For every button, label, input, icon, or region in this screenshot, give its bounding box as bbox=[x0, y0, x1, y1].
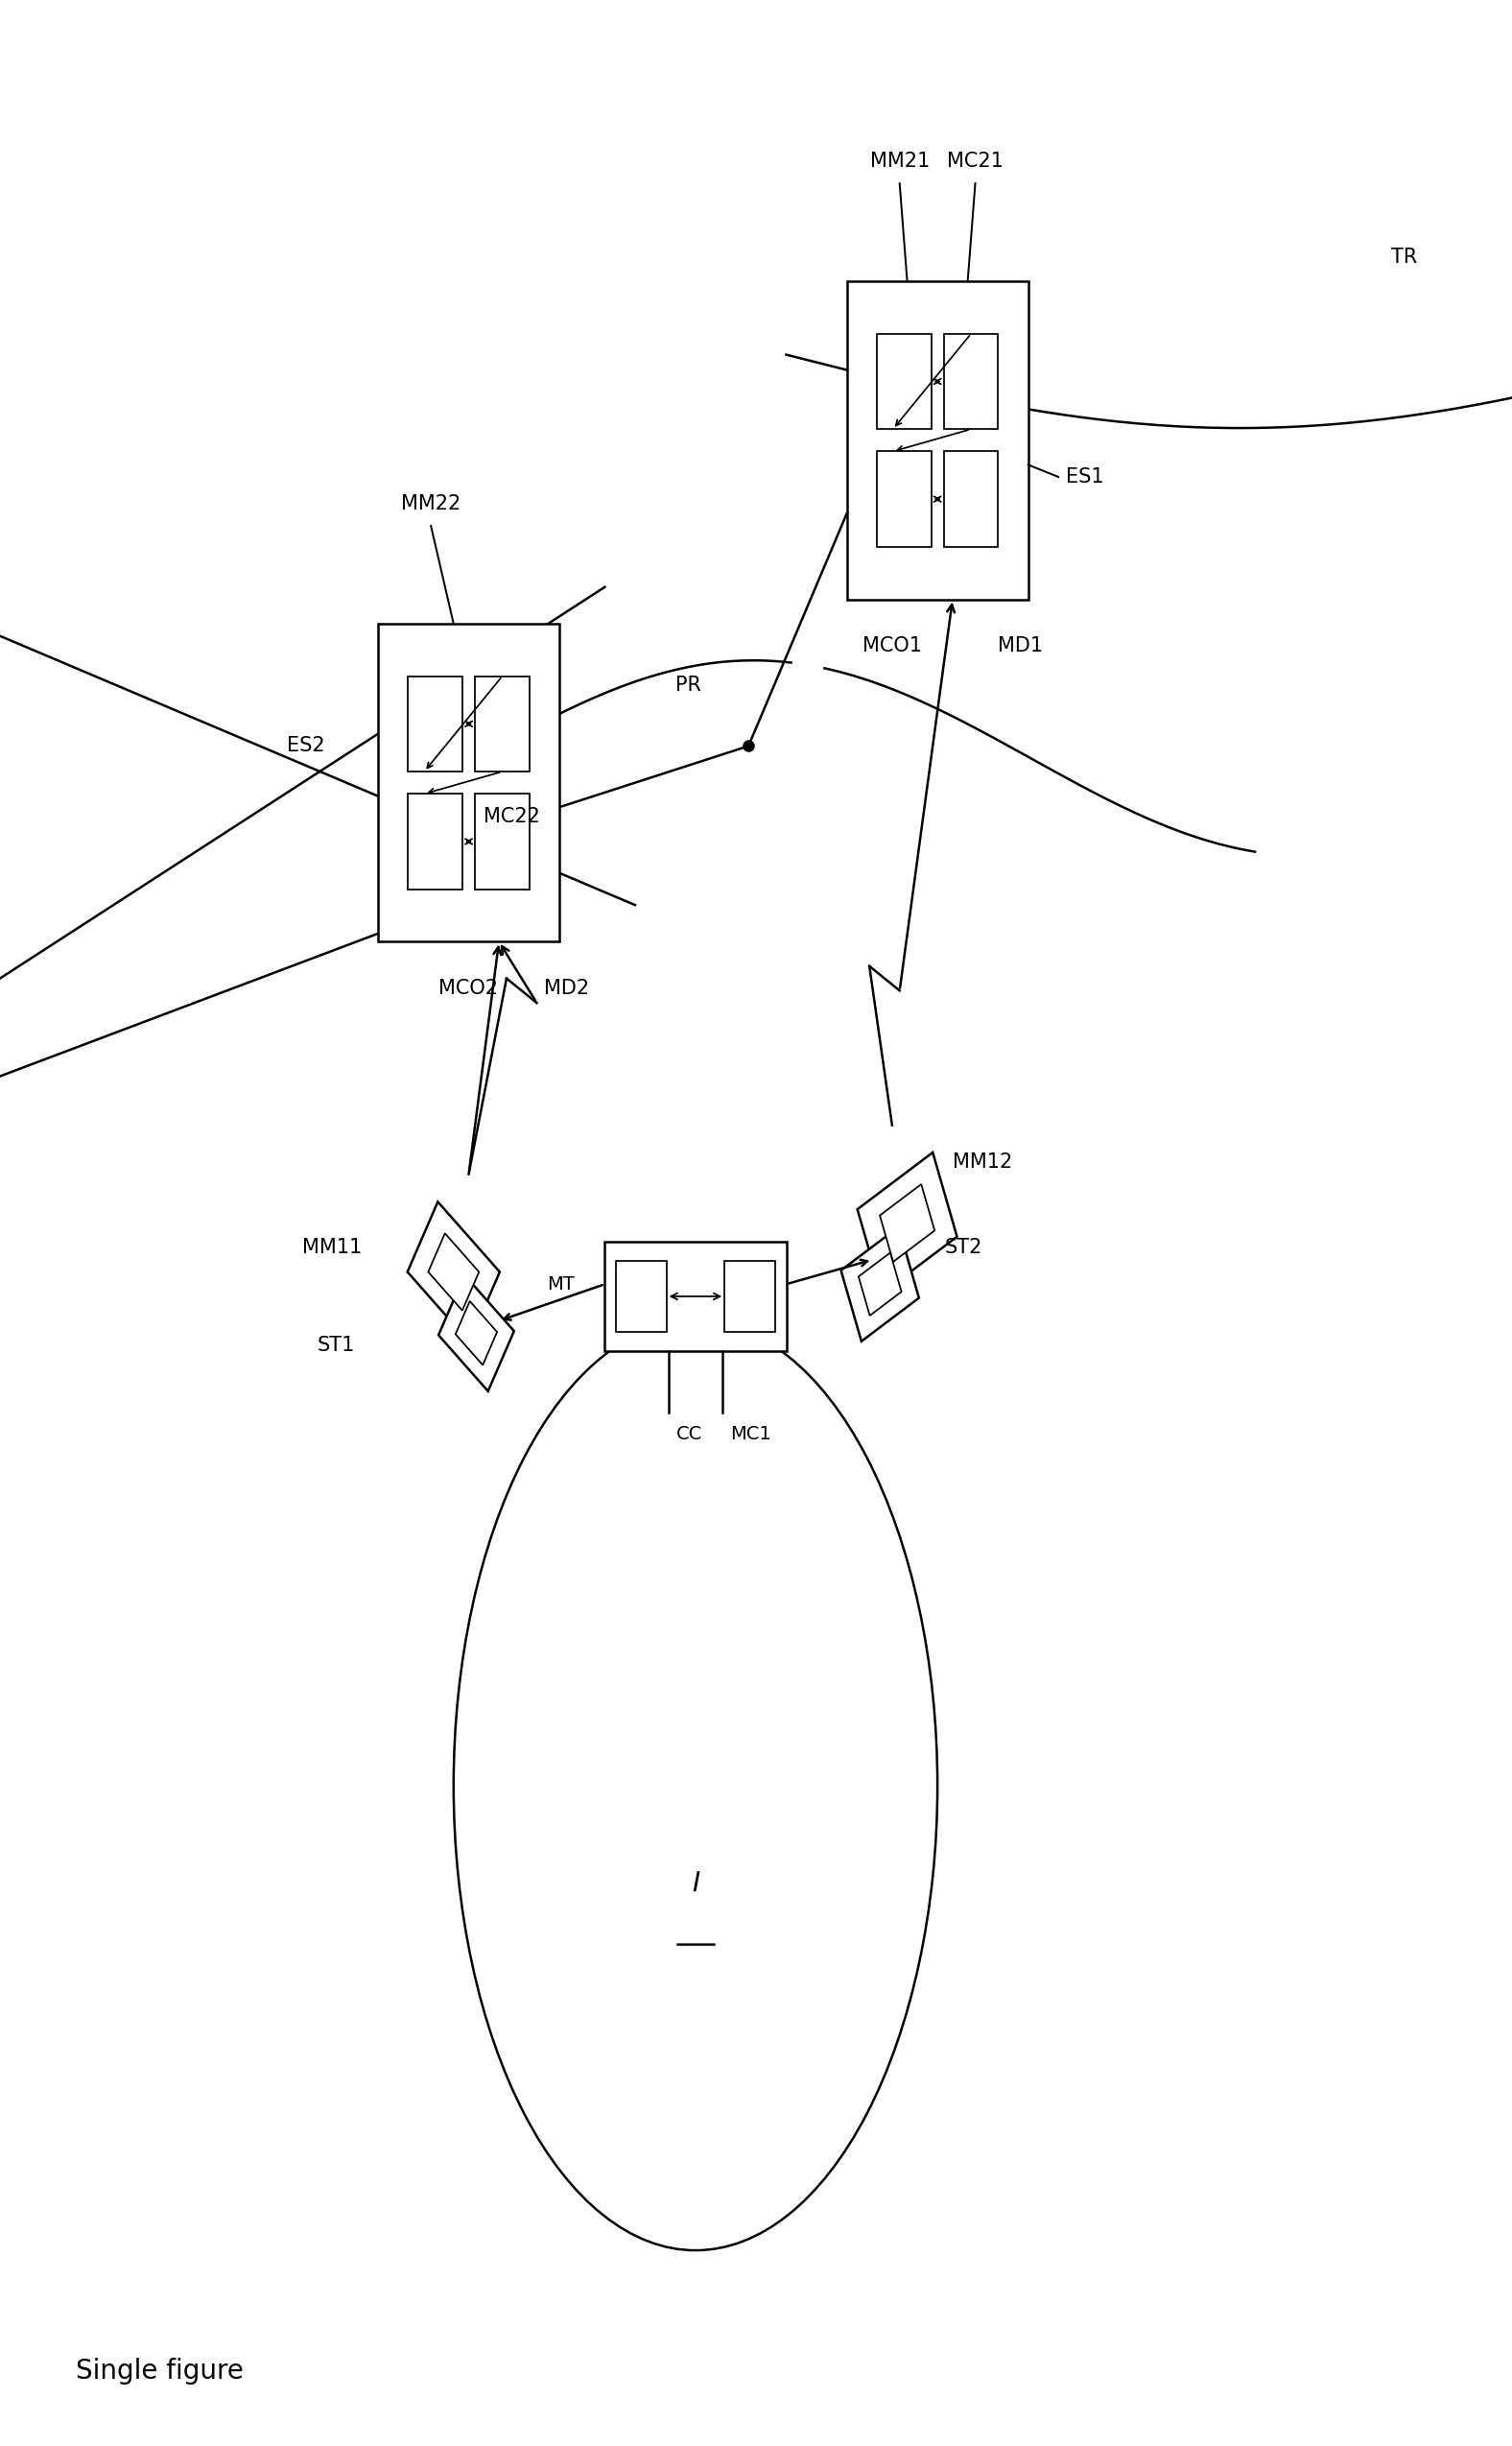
Bar bbox=[605, 1243, 786, 1353]
Bar bbox=[408, 795, 463, 890]
Polygon shape bbox=[857, 1152, 957, 1294]
Text: PR: PR bbox=[674, 675, 702, 695]
Text: MT: MT bbox=[547, 1274, 575, 1294]
Text: CC: CC bbox=[676, 1424, 702, 1443]
Bar bbox=[378, 624, 559, 942]
Bar bbox=[943, 453, 998, 548]
Text: MCO1: MCO1 bbox=[863, 636, 922, 656]
Polygon shape bbox=[880, 1184, 934, 1262]
Text: ST2: ST2 bbox=[945, 1238, 983, 1257]
Polygon shape bbox=[438, 1274, 514, 1392]
Polygon shape bbox=[407, 1201, 500, 1343]
Bar bbox=[877, 453, 931, 548]
Polygon shape bbox=[841, 1228, 919, 1340]
Text: MCO2: MCO2 bbox=[438, 978, 497, 998]
Polygon shape bbox=[428, 1233, 479, 1311]
Text: ES1: ES1 bbox=[1066, 467, 1104, 487]
Text: MC22: MC22 bbox=[484, 807, 540, 827]
Text: I: I bbox=[691, 1871, 700, 1896]
Text: MM11: MM11 bbox=[302, 1238, 361, 1257]
Bar bbox=[877, 333, 931, 428]
Bar bbox=[408, 675, 463, 770]
Text: ES2: ES2 bbox=[287, 736, 325, 756]
Text: MD2: MD2 bbox=[544, 978, 590, 998]
Text: TR: TR bbox=[1391, 247, 1417, 267]
Text: MM12: MM12 bbox=[953, 1152, 1012, 1172]
Bar bbox=[943, 333, 998, 428]
Text: ST1: ST1 bbox=[318, 1336, 355, 1355]
Bar bbox=[847, 281, 1028, 599]
Polygon shape bbox=[859, 1252, 901, 1316]
Bar bbox=[615, 1260, 667, 1333]
Bar bbox=[475, 675, 529, 770]
Ellipse shape bbox=[454, 1321, 937, 2250]
Text: MM22: MM22 bbox=[401, 494, 461, 514]
Text: Single figure: Single figure bbox=[76, 2358, 243, 2385]
Bar bbox=[475, 795, 529, 890]
Bar bbox=[724, 1260, 776, 1333]
Text: MD1: MD1 bbox=[998, 636, 1043, 656]
Text: MM21: MM21 bbox=[869, 152, 930, 171]
Text: MC1: MC1 bbox=[730, 1424, 771, 1443]
Text: MC21: MC21 bbox=[947, 152, 1004, 171]
Polygon shape bbox=[455, 1301, 497, 1365]
